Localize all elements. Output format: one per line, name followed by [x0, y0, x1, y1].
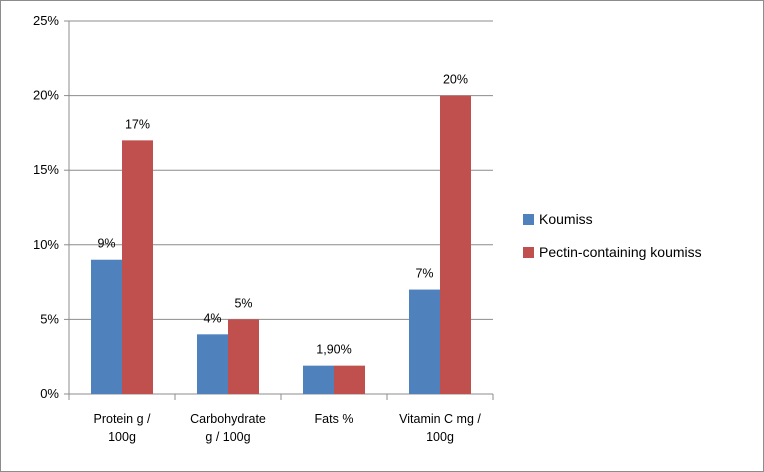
bars	[91, 95, 471, 394]
y-tick-label: 25%	[33, 13, 59, 28]
x-category-label: 100g	[108, 430, 136, 444]
x-category-label: Carbohydrate	[190, 412, 266, 426]
x-category-label: Vitamin C mg /	[399, 412, 481, 426]
x-category-label: Protein g /	[94, 412, 152, 426]
x-axis-categories: Protein g / 100g Carbohydrate g / 100g Fats …	[94, 412, 482, 444]
y-tick-label: 10%	[33, 237, 59, 252]
bar-pectin-containing-koumiss	[440, 95, 471, 394]
legend-label: Koumiss	[539, 211, 593, 227]
data-label: 20%	[443, 73, 468, 87]
legend-label: Pectin-containing koumiss	[539, 244, 702, 260]
x-category-label: g / 100g	[205, 430, 250, 444]
bar-pectin-containing-koumiss	[334, 365, 365, 394]
bar-koumiss	[303, 365, 334, 394]
data-label: 1,90%	[316, 343, 351, 357]
bar-pectin-containing-koumiss	[228, 319, 259, 394]
data-label: 7%	[415, 267, 433, 281]
data-label: 17%	[125, 117, 150, 131]
y-tick-label: 15%	[33, 162, 59, 177]
y-tick-label: 0%	[40, 386, 59, 401]
bar-koumiss	[409, 289, 440, 394]
legend: Koumiss Pectin-containing koumiss	[523, 211, 702, 260]
data-label: 5%	[234, 296, 252, 310]
y-tick-label: 5%	[40, 311, 59, 326]
y-tick-label: 20%	[33, 88, 59, 103]
x-category-label: Fats %	[315, 412, 354, 426]
data-label: 9%	[97, 237, 115, 251]
data-label: 4%	[203, 311, 221, 325]
legend-swatch	[523, 214, 534, 225]
legend-swatch	[523, 247, 534, 258]
x-category-label: 100g	[426, 430, 454, 444]
bar-koumiss	[197, 334, 228, 394]
y-axis-ticks: 0% 5% 10% 15% 20% 25%	[33, 13, 59, 401]
bar-pectin-containing-koumiss	[122, 140, 153, 394]
data-labels: 9% 17% 4% 5% 1,90% 7% 20%	[97, 73, 468, 357]
bar-koumiss	[91, 259, 122, 394]
